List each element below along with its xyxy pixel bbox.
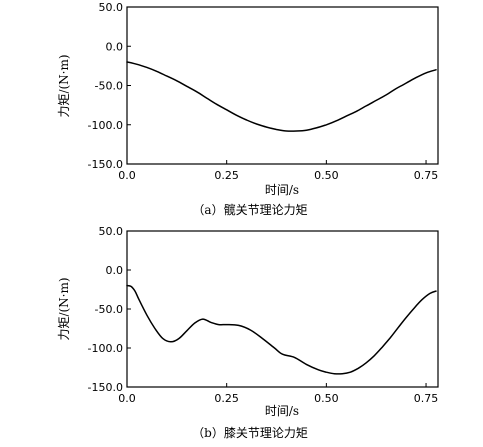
y-tick-label: -100.0 (88, 342, 123, 355)
y-tick-label: 0.0 (106, 40, 124, 53)
plot-frame-a (126, 6, 439, 165)
caption-b: （b）膝关节理论力矩 (192, 426, 308, 440)
y-axis-label-a: 力矩/(N·m) (57, 54, 71, 117)
x-axis-label-b: 时间/s (265, 404, 299, 418)
x-tick-label: 0.25 (214, 169, 239, 182)
x-axis-label-a: 时间/s (265, 183, 299, 197)
y-ticks-b: 50.0 0.0 -50.0 -100.0 -150.0 (88, 225, 131, 394)
x-ticks-a: 0.0 0.25 0.50 0.75 (118, 160, 438, 182)
x-tick-label: 0.25 (214, 392, 239, 405)
series-line-a (126, 61, 437, 132)
x-tick-label: 0.75 (414, 169, 439, 182)
y-tick-label: -150.0 (88, 158, 123, 171)
chart-a: 0.0 0.25 0.50 0.75 50.0 0.0 -50.0 -100.0 -150.0… (57, 1, 439, 217)
series-line-b (126, 284, 437, 375)
x-tick-label: 0.50 (314, 169, 339, 182)
x-ticks-b: 0.0 0.25 0.50 0.75 (118, 383, 438, 405)
y-axis-label-b: 力矩/(N·m) (57, 277, 71, 340)
y-ticks-a: 50.0 0.0 -50.0 -100.0 -150.0 (88, 1, 131, 171)
y-tick-label: -50.0 (95, 303, 123, 316)
y-tick-label: 50.0 (99, 225, 124, 238)
caption-a: （a）髋关节理论力矩 (192, 202, 307, 217)
chart-b: 0.0 0.25 0.50 0.75 50.0 0.0 -50.0 -100.0 -150.0… (57, 225, 439, 440)
y-tick-label: 50.0 (99, 1, 124, 14)
x-tick-label: 0.75 (414, 392, 439, 405)
y-tick-label: -50.0 (95, 80, 123, 93)
y-tick-label: 0.0 (106, 264, 124, 277)
x-tick-label: 0.50 (314, 392, 339, 405)
y-tick-label: -150.0 (88, 381, 123, 394)
x-tick-label: 0.0 (118, 169, 136, 182)
x-tick-label: 0.0 (118, 392, 136, 405)
plot-frame-b (126, 230, 439, 388)
y-tick-label: -100.0 (88, 119, 123, 132)
